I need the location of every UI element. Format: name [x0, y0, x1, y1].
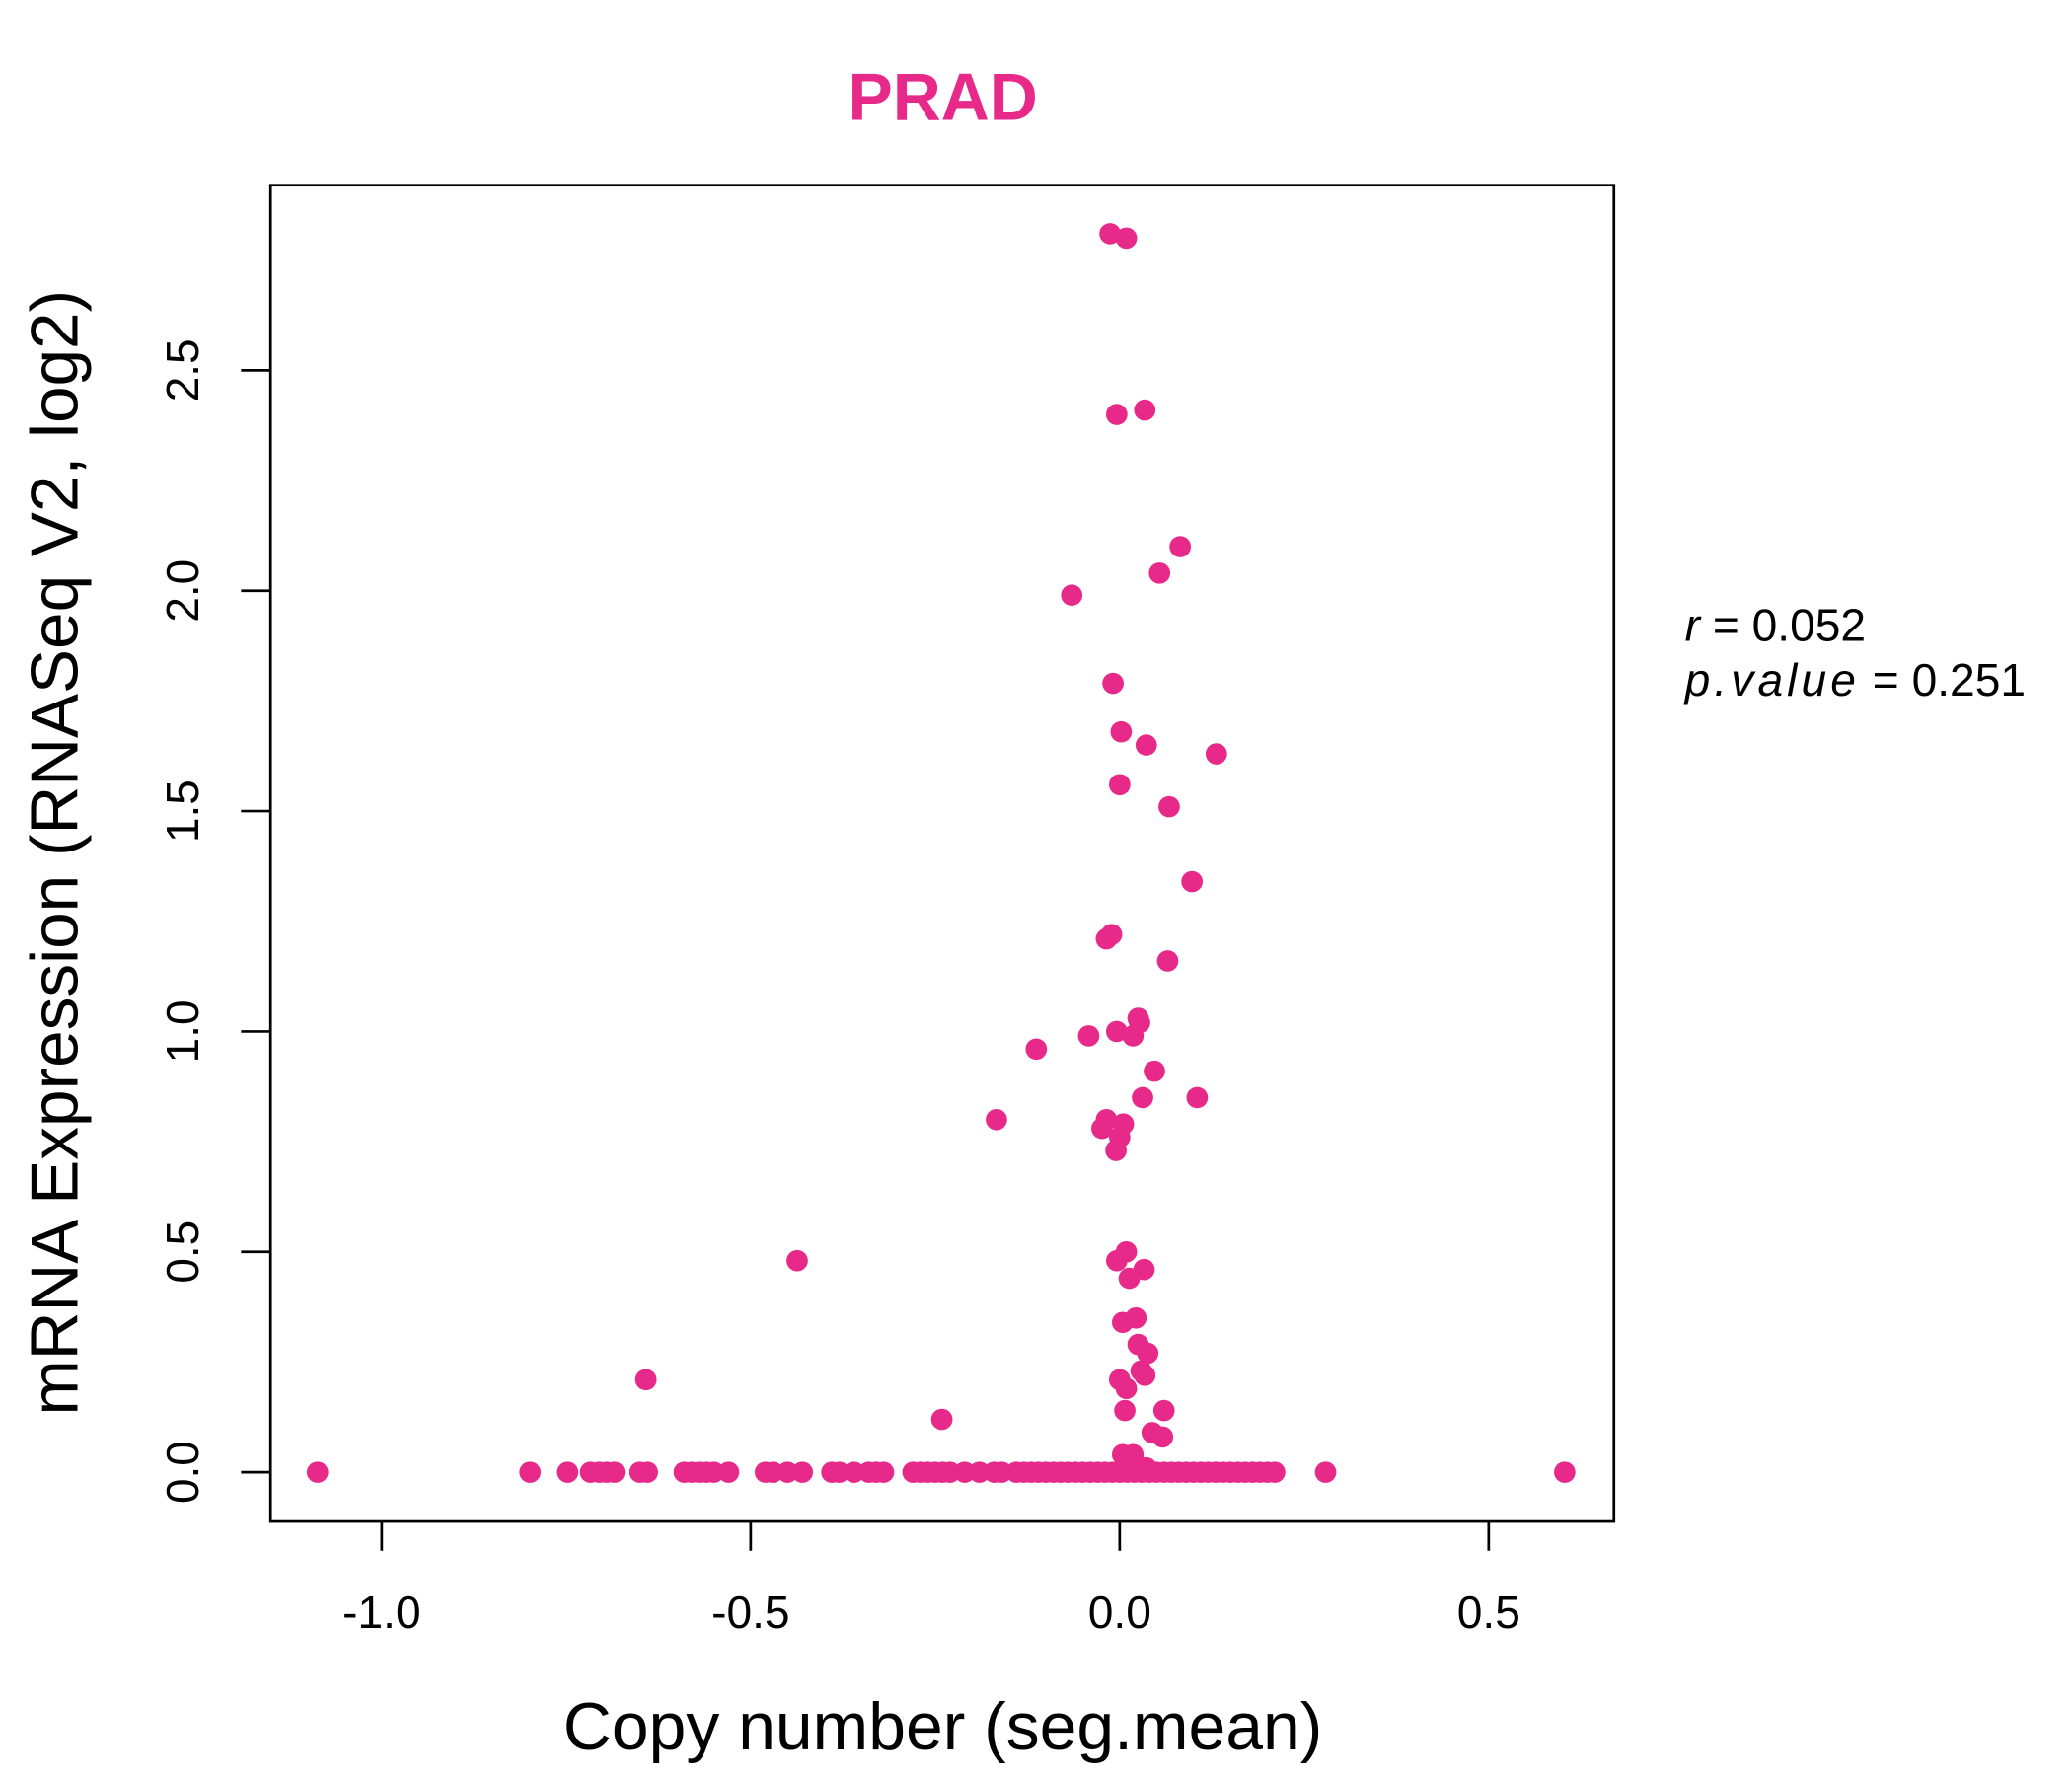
- data-point: [1110, 720, 1133, 743]
- data-point: [1105, 1020, 1128, 1043]
- data-point: [634, 1369, 657, 1391]
- data-point: [1115, 1377, 1138, 1400]
- data-point: [703, 1461, 725, 1483]
- y-axis: 0.0 0.5 1.0 1.5 2.0 2.5: [157, 338, 271, 1504]
- data-point: [1108, 774, 1131, 796]
- data-point: [872, 1461, 895, 1483]
- data-point: [1205, 743, 1227, 765]
- y-tick-label: 1.5: [157, 779, 208, 843]
- y-tick-label: 2.0: [157, 559, 208, 623]
- data-point: [1132, 1086, 1153, 1109]
- data-point: [306, 1461, 329, 1483]
- data-point: [1181, 870, 1204, 893]
- data-point: [636, 1461, 659, 1483]
- x-axis-label: Copy number (seg.mean): [563, 1690, 1322, 1764]
- data-point: [786, 1249, 808, 1272]
- r-label: r: [1685, 600, 1702, 651]
- r-value: = 0.052: [1713, 600, 1866, 651]
- data-point: [1148, 562, 1171, 584]
- data-point: [930, 1408, 953, 1431]
- data-point: [519, 1461, 542, 1483]
- data-point: [1186, 1086, 1209, 1109]
- data-point: [938, 1461, 961, 1483]
- data-point: [556, 1461, 579, 1483]
- data-point: [968, 1461, 991, 1483]
- data-point: [1115, 1240, 1138, 1263]
- p-label: p.value: [1683, 654, 1860, 705]
- y-tick-label: 0.0: [157, 1441, 208, 1504]
- data-point: [1554, 1461, 1576, 1483]
- data-point: [1134, 399, 1156, 421]
- data-point: [603, 1461, 626, 1483]
- data-point: [1152, 1399, 1175, 1422]
- y-axis-label: mRNA Expression (RNASeq V2, log2): [19, 290, 93, 1416]
- data-point: [1135, 734, 1157, 756]
- data-point: [1105, 1140, 1127, 1161]
- x-tick-label: 0.5: [1457, 1587, 1520, 1638]
- correlation-annotation: r = 0.052: [1685, 600, 1866, 651]
- data-point: [1314, 1461, 1337, 1483]
- data-point: [1114, 1399, 1136, 1422]
- data-point: [791, 1461, 814, 1483]
- data-point: [843, 1461, 865, 1483]
- data-point: [1115, 227, 1138, 250]
- data-point: [1061, 584, 1083, 607]
- data-point: [1158, 795, 1180, 818]
- data-point: [1099, 223, 1121, 245]
- data-point: [1091, 1117, 1113, 1140]
- data-point: [1129, 1011, 1150, 1034]
- x-tick-label: -1.0: [342, 1587, 421, 1638]
- data-point: [1125, 1306, 1147, 1329]
- data-point: [1264, 1461, 1286, 1483]
- data-point: [1077, 1025, 1100, 1047]
- data-point: [986, 1108, 1007, 1131]
- data-point: [1105, 404, 1128, 425]
- y-tick-label: 1.0: [157, 1000, 208, 1064]
- data-point: [1151, 1426, 1174, 1448]
- data-point: [1144, 1060, 1165, 1082]
- data-point: [762, 1461, 784, 1483]
- chart-title: PRAD: [849, 61, 1038, 135]
- x-tick-label: 0.0: [1088, 1587, 1151, 1638]
- data-point: [1095, 927, 1118, 950]
- x-tick-label: -0.5: [711, 1587, 790, 1638]
- data-point: [1118, 1267, 1141, 1290]
- data-point: [1137, 1342, 1159, 1365]
- data-point: [828, 1461, 851, 1483]
- data-point: [717, 1461, 740, 1483]
- pvalue-annotation: p.value = 0.251: [1683, 654, 2026, 705]
- data-point: [1102, 672, 1124, 695]
- plot-frame: [268, 184, 1616, 1523]
- data-point: [1156, 950, 1179, 972]
- data-point: [991, 1461, 1013, 1483]
- data-points: [306, 223, 1576, 1483]
- data-point: [1111, 1443, 1134, 1466]
- data-point: [1134, 1365, 1156, 1386]
- data-point: [1169, 536, 1192, 557]
- x-axis: -1.0 -0.5 0.0 0.5: [342, 1521, 1520, 1638]
- data-point: [777, 1461, 799, 1483]
- y-tick-label: 0.5: [157, 1221, 208, 1284]
- data-point: [953, 1461, 976, 1483]
- p-value: = 0.251: [1873, 654, 2026, 705]
- data-point: [1025, 1038, 1048, 1061]
- y-tick-label: 2.5: [157, 338, 208, 402]
